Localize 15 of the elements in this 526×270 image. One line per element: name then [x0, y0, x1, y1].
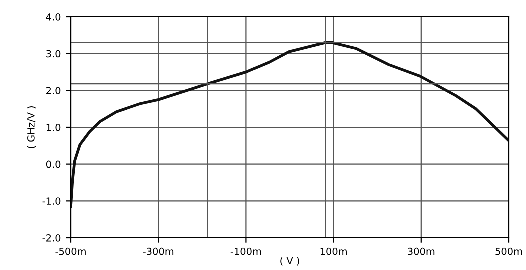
y-tick-label: 2.0 [46, 87, 61, 94]
y-tick-label: 0.0 [46, 160, 61, 168]
x-tick-label: -100m [230, 248, 262, 256]
y-tick-label: -2.0 [42, 234, 61, 242]
y-tick-label: 1.0 [46, 124, 61, 132]
y-axis-title: ( GHz/V ) [27, 106, 36, 148]
y-tick-label: -1.0 [42, 198, 61, 205]
x-tick-label: 500m [496, 248, 522, 256]
y-tick-label: 3.0 [46, 50, 61, 58]
x-axis-title: ( V ) [280, 257, 300, 266]
x-tick-label: -300m [143, 248, 174, 256]
x-tick-label: -500m [56, 248, 86, 256]
x-tick-label: 300m [408, 248, 435, 256]
y-tick-label: 4.0 [46, 13, 61, 21]
x-tick-label: 100m [320, 248, 347, 256]
